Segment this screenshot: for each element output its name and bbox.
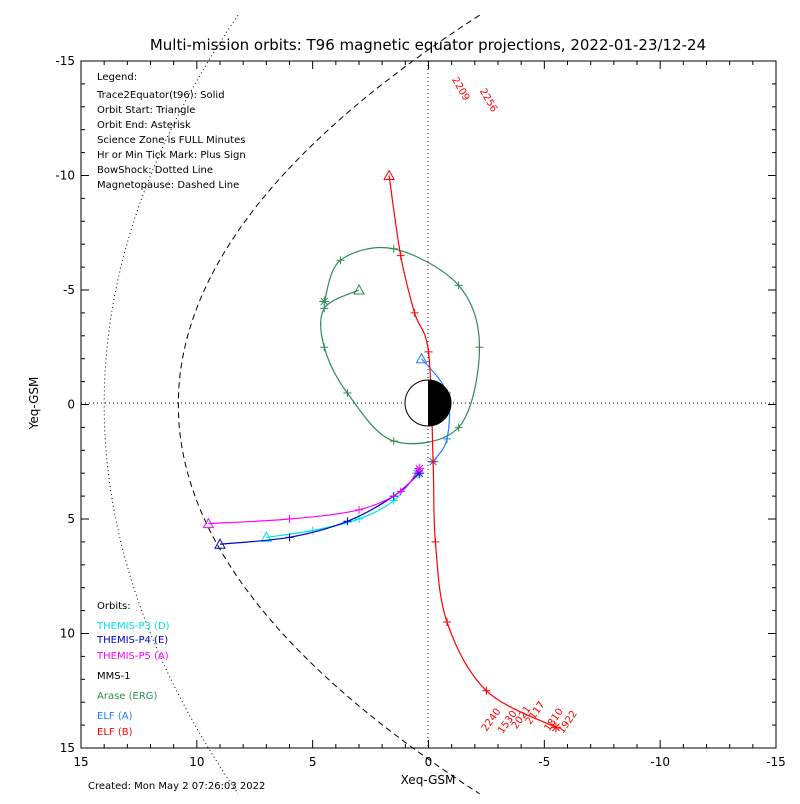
earth-night-side xyxy=(428,380,451,426)
triangle-marker xyxy=(383,169,395,180)
orbit-end-marker xyxy=(319,296,330,307)
series-layer xyxy=(202,169,561,733)
legend-line: Trace2Equator(t96): Solid xyxy=(96,90,225,101)
orbit-start-marker xyxy=(415,352,428,364)
triangle-marker xyxy=(202,517,215,529)
tick-mark-plus xyxy=(443,434,452,443)
x-tick-label: 0 xyxy=(425,755,433,769)
tick-mark-plus xyxy=(443,618,452,627)
tick-mark-plus xyxy=(285,515,294,523)
triangle-marker xyxy=(214,538,226,549)
series-line-themis-p5-a xyxy=(208,468,420,525)
tick-mark-plus xyxy=(482,686,491,695)
orbit-legend-arase: Arase (ERG) xyxy=(97,691,158,702)
y-axis-label: Yeq-GSM xyxy=(27,377,41,431)
orbit-legend-elf-b: ELF (B) xyxy=(97,727,133,738)
orbits-legend: Orbits: THEMIS-P3 (D) THEMIS-P4 (E) THEM… xyxy=(96,601,170,738)
legend-line: Science Zone is FULL Minutes xyxy=(97,135,246,146)
boundaries-group xyxy=(103,14,480,795)
y-tick-label: 5 xyxy=(67,512,75,526)
legend-line: Hr or Min Tick Mark: Plus Sign xyxy=(97,150,246,161)
tick-mark-plus xyxy=(285,533,294,542)
created-stamp: Created: Mon May 2 07:26:03 2022 xyxy=(88,781,265,792)
orbits-heading: Orbits: xyxy=(97,601,131,612)
y-tick-label: 10 xyxy=(60,627,75,641)
magnetopause-line xyxy=(177,14,480,795)
x-tick-label: -10 xyxy=(650,755,670,769)
tick-mark-plus xyxy=(424,347,433,356)
legend-line: Magnetopause: Dashed Line xyxy=(97,180,239,191)
orbit-end-marker xyxy=(414,463,425,474)
legend-box: Legend: Trace2Equator(t96): Solid Orbit … xyxy=(96,72,246,191)
tick-mark-plus xyxy=(431,537,440,546)
orbit-start-marker xyxy=(214,538,226,549)
tick-mark-plus xyxy=(396,251,405,260)
series-line-elf-a xyxy=(421,358,451,463)
asterisk-stroke xyxy=(552,723,560,732)
chart-title: Multi-mission orbits: T96 magnetic equat… xyxy=(150,36,706,54)
x-tick-label: -5 xyxy=(538,755,550,769)
orbit-legend-elf-a: ELF (A) xyxy=(97,711,133,722)
tick-mark-plus xyxy=(389,244,398,253)
tick-mark-plus xyxy=(308,526,317,535)
tick-mark-plus xyxy=(343,517,352,526)
tick-mark-plus xyxy=(429,457,438,466)
tick-mark-plus xyxy=(355,505,363,514)
legend-line: Orbit Start: Triangle xyxy=(97,105,195,116)
triangle-marker xyxy=(415,352,428,364)
orbit-end-marker xyxy=(550,722,561,733)
tick-mark-plus xyxy=(454,281,463,290)
orbit-start-marker xyxy=(260,531,273,542)
y-tick-label: 15 xyxy=(60,741,75,755)
tick-mark-plus xyxy=(336,256,345,265)
asterisk-stroke xyxy=(415,464,424,473)
y-tick-label: -5 xyxy=(63,283,75,297)
tick-mark-plus xyxy=(396,487,405,496)
legend-heading: Legend: xyxy=(97,72,137,83)
asterisk-stroke xyxy=(320,297,329,306)
orbit-legend-themis-p5: THEMIS-P5 (A) xyxy=(96,651,169,662)
earth xyxy=(404,379,452,427)
x-tick-label: 10 xyxy=(189,755,204,769)
orbit-start-marker xyxy=(353,283,365,295)
tick-mark-plus xyxy=(320,343,329,352)
x-axis-label: Xeq-GSM xyxy=(401,773,456,787)
orbit-start-marker xyxy=(202,517,215,529)
orbit-legend-themis-p4: THEMIS-P4 (E) xyxy=(96,635,168,646)
orbit-start-marker xyxy=(383,169,395,180)
axis-ticks: 15 10 5 0 -5 -10 -15 -15 -10 -5 0 5 10 15 xyxy=(55,54,785,769)
triangle-marker xyxy=(260,531,273,542)
x-tick-label: 5 xyxy=(309,755,317,769)
tick-mark-plus xyxy=(343,389,352,398)
legend-line: BowShock: Dotted Line xyxy=(97,165,213,176)
tick-mark-plus xyxy=(475,343,484,352)
tick-mark-plus xyxy=(410,308,419,317)
orbit-legend-themis-p3: THEMIS-P3 (D) xyxy=(96,621,170,632)
y-tick-label: 0 xyxy=(67,398,75,412)
tick-mark-plus xyxy=(454,423,463,432)
x-tick-label: 15 xyxy=(73,755,88,769)
tick-mark-plus xyxy=(389,437,398,446)
legend-line: Orbit End: Asterisk xyxy=(97,120,191,131)
y-tick-label: -10 xyxy=(55,169,75,183)
orbit-legend-mms1: MMS-1 xyxy=(97,671,131,682)
triangle-marker xyxy=(353,283,365,295)
x-tick-label: -15 xyxy=(766,755,786,769)
y-tick-label: -15 xyxy=(55,54,75,68)
